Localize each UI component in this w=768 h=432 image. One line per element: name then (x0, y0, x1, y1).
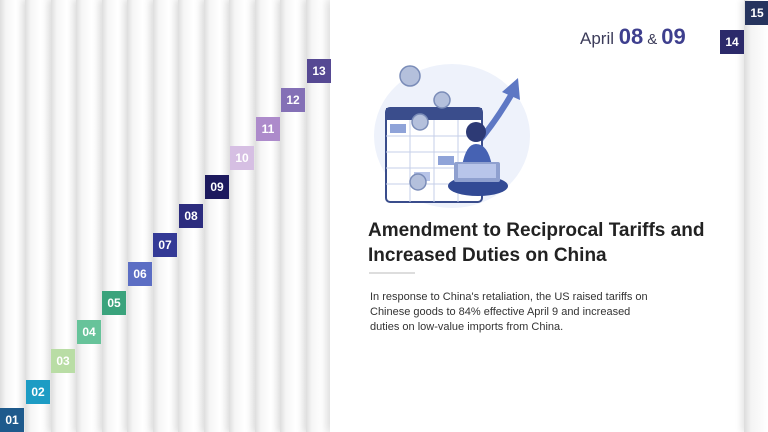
slide-description: In response to China's retaliation, the … (370, 291, 648, 333)
step-badge-12[interactable]: 12 (281, 88, 305, 112)
date-day-2: 09 (661, 24, 686, 49)
date-month: April (580, 29, 615, 48)
step-badge-04[interactable]: 04 (77, 320, 101, 344)
step-strip (127, 0, 153, 432)
title-divider (369, 272, 415, 274)
step-badge-09[interactable]: 09 (205, 175, 229, 199)
step-badge-13[interactable]: 13 (307, 59, 331, 83)
step-strip (153, 0, 179, 432)
step-strip (255, 0, 281, 432)
step-badge-03[interactable]: 03 (51, 349, 75, 373)
woman-laptop-calendar-illustration (374, 64, 530, 208)
step-badge-01[interactable]: 01 (0, 408, 24, 432)
step-badge-05[interactable]: 05 (102, 291, 126, 315)
step-strip (229, 0, 255, 432)
step-badge-10[interactable]: 10 (230, 146, 254, 170)
date-ampersand: & (647, 31, 658, 48)
step-strip (0, 0, 26, 432)
date-day-1: 08 (618, 24, 644, 49)
step-badge-08[interactable]: 08 (179, 204, 203, 228)
step-badge-14[interactable]: 14 (720, 30, 744, 54)
step-badge-06[interactable]: 06 (128, 262, 152, 286)
step-strip (25, 0, 51, 432)
step-strip (280, 0, 306, 432)
step-badge-02[interactable]: 02 (26, 380, 50, 404)
content-panel (330, 0, 744, 432)
step-strip (102, 0, 128, 432)
step-badge-15[interactable]: 15 (745, 1, 768, 25)
step-badge-07[interactable]: 07 (153, 233, 177, 257)
step-strip (204, 0, 230, 432)
step-strip-right (744, 0, 768, 432)
slide-title: Amendment to Reciprocal Tariffs and Incr… (368, 220, 705, 266)
step-strip (76, 0, 102, 432)
step-badge-11[interactable]: 11 (256, 117, 280, 141)
date-heading: April 08 & 09 (580, 24, 686, 50)
